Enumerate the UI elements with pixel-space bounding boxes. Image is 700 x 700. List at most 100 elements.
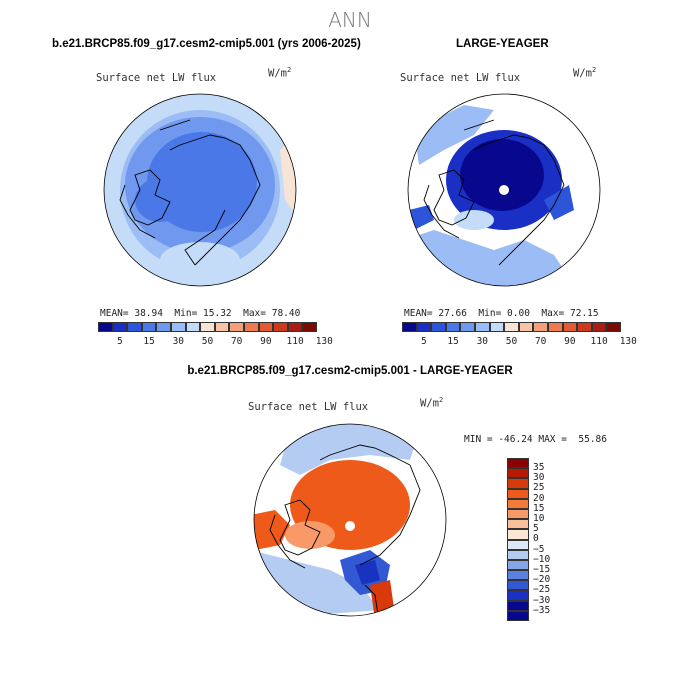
panel2-colorbar-tick-label: 50 [505,336,518,347]
panel1-colorbar-swatch [127,322,142,332]
panel1-colorbar-swatch [170,322,186,332]
panel1-colorbar-swatch [302,322,317,332]
panel2-colorbar-swatch [431,322,446,332]
panel3-header: b.e21.BRCP85.f09_g17.cesm2-cmip5.001 - L… [187,365,513,377]
panel2-colorbar-swatch [533,322,548,332]
panel2-colorbar-tick-label: 5 [421,336,427,347]
panel1-colorbar-swatch [214,322,230,332]
panel3-colorbar-swatch [507,458,529,469]
panel1-colorbar-swatch [98,322,113,332]
panel2-baffin-region [409,205,434,230]
panel1-units: W/m2 [268,66,292,80]
panel3-colorbar-tick-label: −25 [533,584,551,596]
panel3-hudson-warm [285,521,335,549]
panel2-coastlines [423,119,565,266]
panel2-arctic-core [460,139,544,211]
panel3-colorbar-tick-label: 10 [533,513,545,524]
panel3-colorbar-swatch [507,498,529,509]
panel1-variable-label: Surface net LW flux [96,72,217,84]
panel2-colorbar-swatch [562,322,578,332]
panel3-colorbar-swatch [507,519,529,530]
panel3-colorbar-swatch [507,529,529,540]
panel2-colorbar-swatch [445,322,461,332]
figure-title: ANN [328,8,372,32]
panel2-colorbar-swatch [504,322,519,332]
panel3-pacific-region [280,424,420,475]
panel3-colorbar-tick-label: −5 [533,543,545,555]
panel1-colorbar-swatch [229,322,244,332]
panel1-coastlines [119,119,261,266]
panel3-colorbar-swatch [507,549,529,560]
panel2-colorbar-swatch [489,322,505,332]
panel2-colorbar-swatch [591,322,607,332]
panel3-colorbar-swatch [507,508,529,520]
panel1-colorbar-swatch [287,322,303,332]
panel2-colorbar-tick-label: 30 [476,336,489,347]
panel2-colorbar-swatch [547,322,563,332]
panel1-colorbar-swatch [185,322,201,332]
panel3-colorbar-tick-label: −35 [533,604,551,616]
panel2-colorbar [402,322,621,332]
panel1-colorbar-tick-label: 15 [143,336,155,347]
panel2-header: LARGE-YEAGER [456,38,549,50]
panel3-colorbar-swatch [507,468,529,479]
panel3-colorbar-swatch [507,610,529,621]
panel1-colorbar-tick-label: 30 [172,336,185,347]
panel1-colorbar-swatch [141,322,157,332]
panel2-variable-label: Surface net LW flux [400,72,521,84]
panel1-colorbar-tick-label: 5 [117,336,123,347]
panel3-colorbar-swatch [507,600,529,611]
panel3-colorbar-tick-label: 5 [533,523,539,535]
panel1-colorbar-tick-label: 110 [286,336,304,347]
panel3-colorbar-swatch [507,539,529,550]
panel2-colorbar-swatch [460,322,475,332]
panel3-colorbar-swatch [507,570,529,581]
panel3-colorbar-tick-label: 20 [533,492,545,504]
panel3-variable-label: Surface net LW flux [248,401,369,413]
panel3-colorbar-tick-label: 25 [533,482,545,494]
panel3-pole-hole [345,521,355,531]
panel1-colorbar-labels: 5 15 30 50 70 90 110 130 [98,336,333,350]
panel2-colorbar-tick-label: 90 [564,336,576,347]
panel3-colorbar [507,458,529,621]
panel3-colorbar-tick-label: −10 [533,553,551,565]
panel1-map-border [103,93,297,287]
panel2-colorbar-labels: 5 15 30 50 70 90 110 130 [402,336,637,350]
panel3-colorbar-swatch [507,580,529,591]
panel3-colorbar-swatch [507,478,529,489]
panel3-colorbar-tick-label: −20 [533,574,551,586]
panel3-colorbar-tick-label: 30 [533,472,545,484]
panel2-stats: MEAN= 27.66 Min= 0.00 Max= 72.15 [404,308,599,319]
panel2-polar-map [407,93,601,287]
panel1-colorbar [98,322,317,332]
panel3-colorbar-swatch [507,559,529,571]
panel3-colorbar-tick-label: −15 [533,564,551,575]
panel2-barents-region [544,185,574,220]
panel3-map-border [253,423,447,617]
panel3-polar-map [253,423,447,617]
panel2-colorbar-tick-label: 110 [590,336,608,347]
panel2-colorbar-tick-label: 15 [447,336,459,347]
panel3-colorbar-tick-label: 35 [533,462,545,473]
panel2-pole-hole [499,185,509,195]
panel1-header: b.e21.BRCP85.f09_g17.cesm2-cmip5.001 (yr… [52,38,361,50]
panel1-colorbar-swatch [156,322,171,332]
panel1-colorbar-tick-label: 50 [201,336,214,347]
panel1-colorbar-swatch [258,322,274,332]
panel1-colorbar-swatch [112,322,128,332]
panel2-colorbar-swatch [402,322,417,332]
panel3-colorbar-tick-label: 0 [533,533,539,545]
panel1-colorbar-swatch [243,322,259,332]
panel2-colorbar-tick-label: 130 [619,336,637,347]
panel2-colorbar-swatch [606,322,621,332]
panel3-minmax: MIN = -46.24 MAX = 55.86 [464,434,607,445]
panel3-units: W/m2 [420,396,444,410]
panel3-colorbar-tick-label: −30 [533,594,551,606]
panel1-polar-map [103,93,297,287]
panel2-map-border [407,93,601,287]
panel3-colorbar-labels: 35 30 25 20 15 10 5 0 −5 −10 −15 −20 −25 −30 −35 [533,458,573,628]
panel3-colorbar-tick-label: 15 [533,502,545,514]
panel1-colorbar-tick-label: 130 [315,336,333,347]
panel2-colorbar-tick-label: 70 [534,336,547,347]
panel3-barents-cold-core [355,560,380,585]
